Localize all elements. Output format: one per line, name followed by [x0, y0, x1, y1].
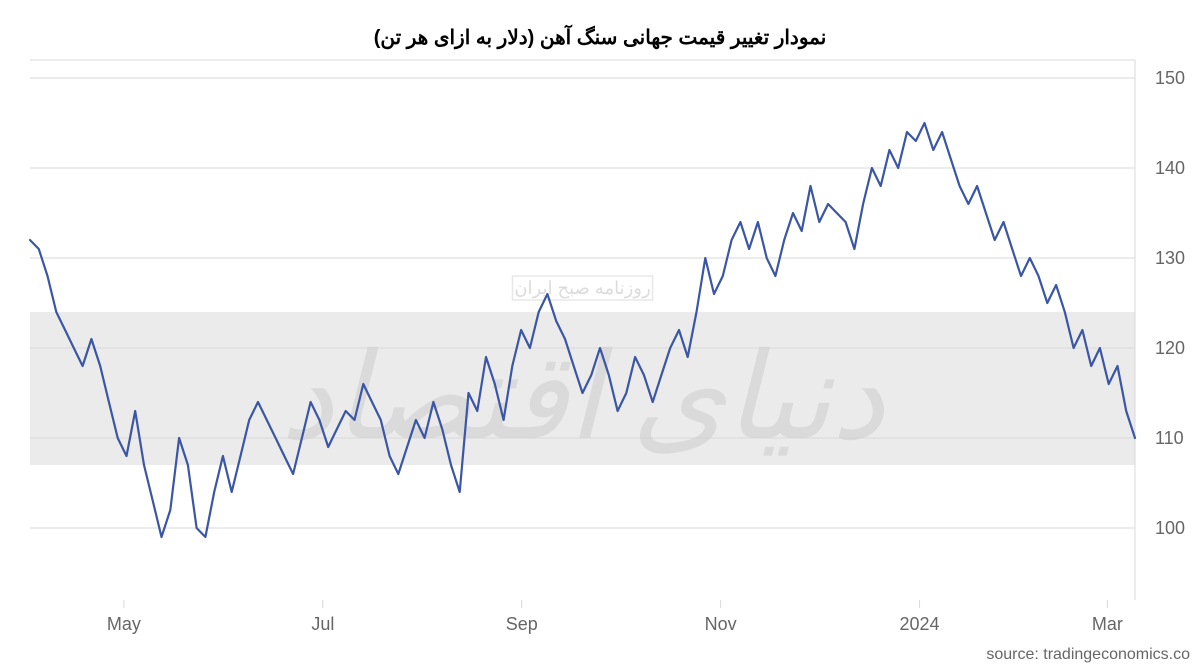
- y-tick-label: 110: [1155, 428, 1184, 448]
- chart-title: نمودار تغییر قیمت جهانی سنگ آهن (دلار به…: [0, 25, 1200, 50]
- x-tick-label: Mar: [1092, 614, 1123, 634]
- y-tick-label: 100: [1155, 518, 1185, 538]
- chart-container: 100110120130140150MayJulSepNov2024Marدنی…: [0, 0, 1200, 672]
- chart-svg: 100110120130140150MayJulSepNov2024Marدنی…: [0, 0, 1200, 672]
- y-tick-label: 150: [1155, 68, 1185, 88]
- x-tick-label: Sep: [506, 614, 538, 634]
- y-tick-label: 130: [1155, 248, 1185, 268]
- y-tick-label: 140: [1155, 158, 1185, 178]
- watermark-sub: روزنامه صبح ایران: [514, 278, 650, 299]
- x-tick-label: Jul: [311, 614, 334, 634]
- x-tick-label: May: [107, 614, 141, 634]
- source-text: source: tradingeconomics.co: [986, 646, 1190, 664]
- y-tick-label: 120: [1155, 338, 1185, 358]
- x-tick-label: Nov: [705, 614, 737, 634]
- x-tick-label: 2024: [900, 614, 940, 634]
